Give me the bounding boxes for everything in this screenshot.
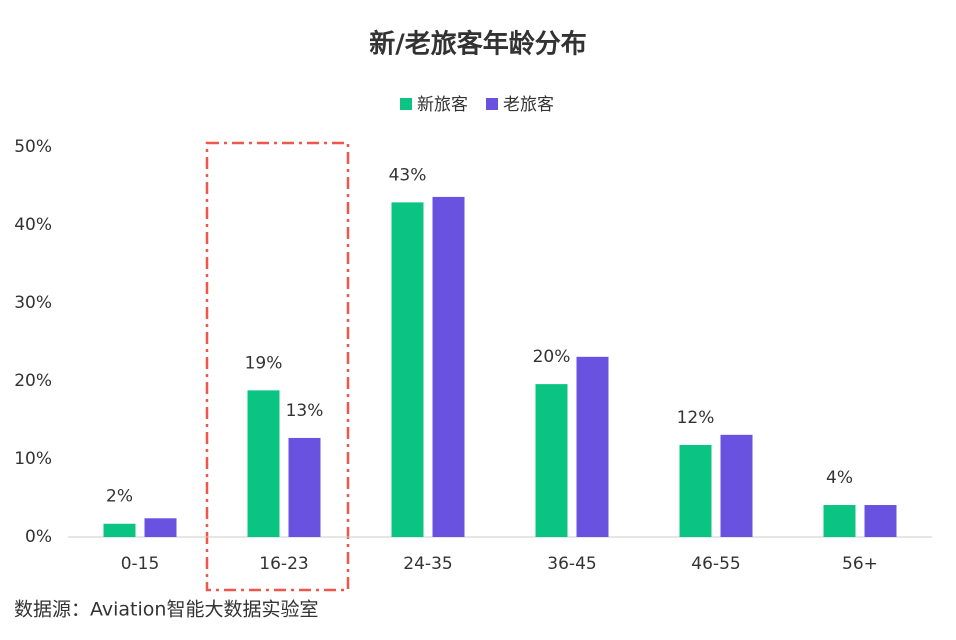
bar [391, 202, 424, 537]
y-tick-label: 50% [14, 137, 52, 157]
value-label: 13% [286, 401, 324, 421]
value-label: 19% [245, 353, 283, 373]
legend-swatch [486, 98, 498, 110]
highlight-box [205, 141, 350, 592]
value-label: 4% [826, 468, 853, 488]
bar [288, 437, 321, 537]
bar [247, 390, 280, 537]
legend-swatch [400, 98, 412, 110]
bar [432, 196, 465, 538]
x-tick-label: 36-45 [547, 554, 596, 574]
value-label: 43% [389, 165, 427, 185]
value-label: 12% [677, 408, 715, 428]
x-tick-label: 0-15 [121, 554, 160, 574]
x-tick-label: 46-55 [691, 554, 740, 574]
y-tick-label: 10% [14, 449, 52, 469]
bar [823, 505, 856, 537]
x-tick-label: 16-23 [259, 554, 308, 574]
bar [535, 384, 568, 537]
bar [103, 523, 136, 537]
x-tick-label: 56+ [842, 554, 878, 574]
y-tick-label: 20% [14, 371, 52, 391]
y-tick-label: 40% [14, 215, 52, 235]
value-label: 20% [533, 347, 571, 367]
legend-label: 新旅客 [417, 95, 468, 115]
bar [679, 444, 712, 537]
bar [864, 505, 897, 537]
bar [720, 434, 753, 537]
value-label: 2% [106, 487, 133, 507]
x-tick-label: 24-35 [403, 554, 452, 574]
source-note: 数据源：Aviation智能大数据实验室 [14, 599, 318, 621]
chart-title: 新/老旅客年龄分布 [369, 29, 587, 60]
bar [576, 356, 609, 537]
legend-label: 老旅客 [503, 95, 554, 115]
y-tick-label: 0% [25, 527, 52, 547]
bar [144, 518, 177, 537]
y-tick-label: 30% [14, 293, 52, 313]
